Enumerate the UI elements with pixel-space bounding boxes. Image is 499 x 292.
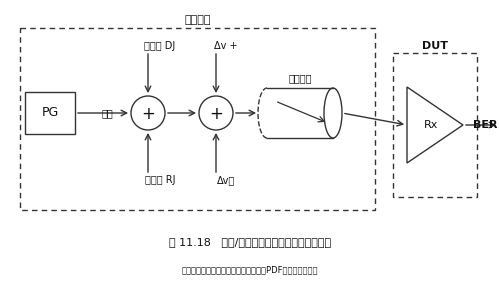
Text: Δv +: Δv + (214, 41, 238, 51)
Text: 图 11.18   测试/确定接收器内部抖动的实验装置: 图 11.18 测试/确定接收器内部抖动的实验装置 (169, 237, 331, 247)
Text: DUT: DUT (422, 41, 448, 51)
Polygon shape (407, 87, 463, 163)
Text: 可编程 DJ: 可编程 DJ (144, 41, 176, 51)
Text: 高速系统设计抖动噪声与信号完整性的PDF电子书免费下载: 高速系统设计抖动噪声与信号完整性的PDF电子书免费下载 (182, 265, 318, 274)
Text: +: + (209, 105, 223, 123)
Text: BER: BER (473, 120, 497, 130)
Bar (25, 92, 75, 134)
Circle shape (131, 96, 165, 130)
Ellipse shape (258, 88, 276, 138)
Text: 数据: 数据 (101, 108, 113, 118)
Text: Δv－: Δv－ (217, 175, 235, 185)
Text: PG: PG (41, 107, 58, 119)
Text: 典型信道: 典型信道 (288, 73, 312, 83)
Bar (267, 88, 333, 138)
Text: Rx: Rx (424, 120, 438, 130)
Text: +: + (141, 105, 155, 123)
Circle shape (199, 96, 233, 130)
Ellipse shape (324, 88, 342, 138)
Text: 可编程 RJ: 可编程 RJ (145, 175, 175, 185)
Text: 测试框图: 测试框图 (184, 15, 211, 25)
